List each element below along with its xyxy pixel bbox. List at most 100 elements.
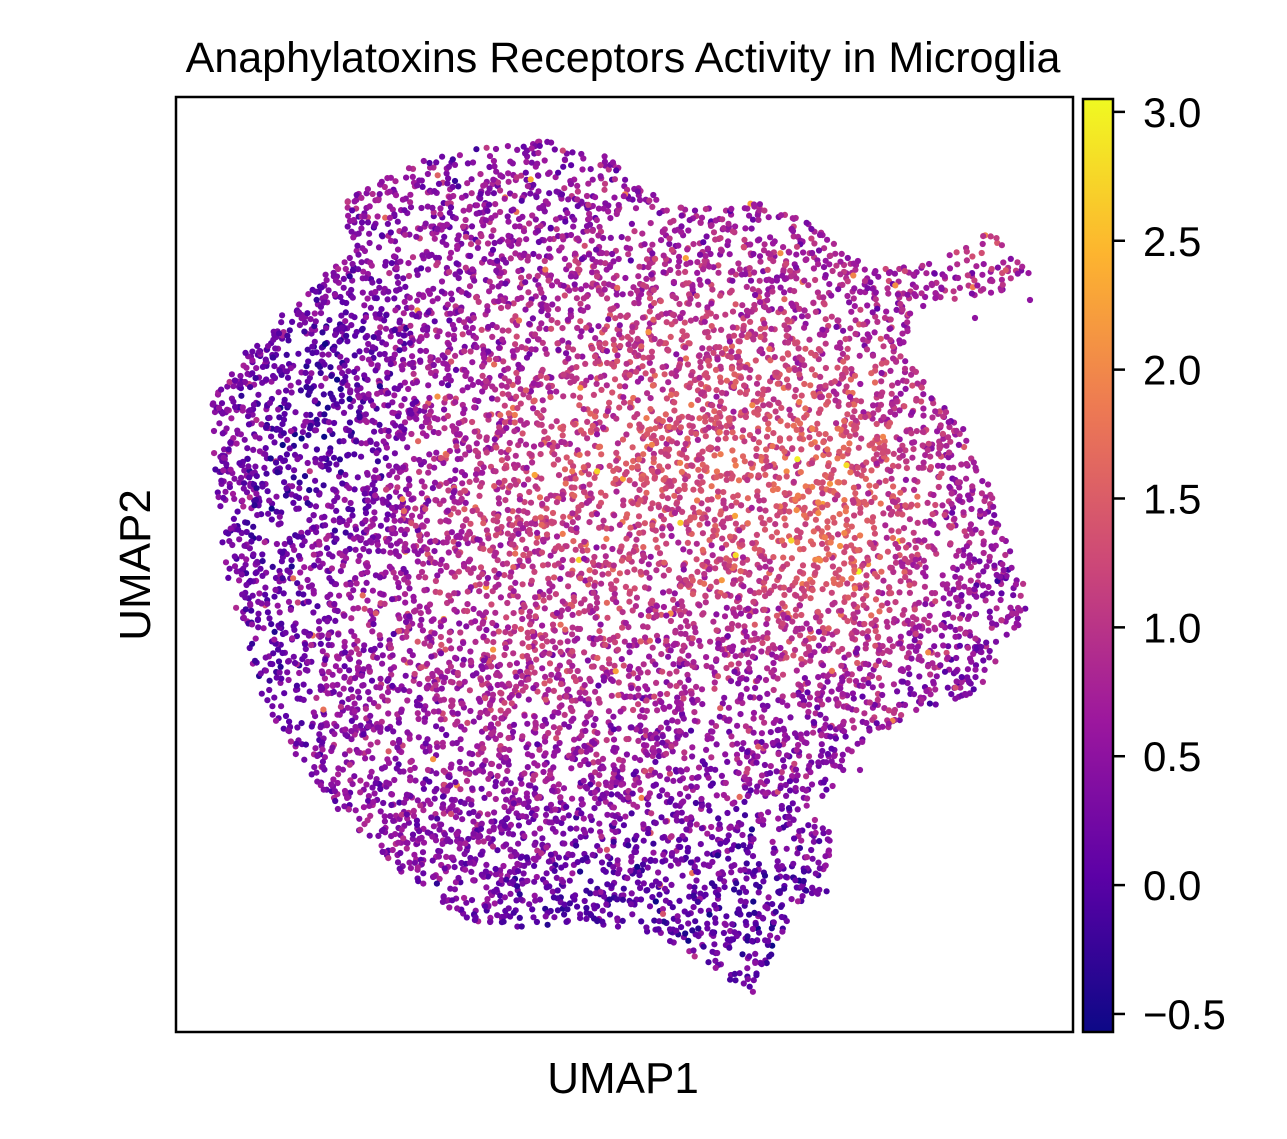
scatter-point — [729, 447, 736, 454]
scatter-point — [820, 725, 828, 732]
scatter-point — [571, 736, 578, 743]
scatter-point — [852, 317, 859, 324]
scatter-point — [271, 593, 278, 600]
scatter-point — [824, 518, 831, 525]
scatter-point — [631, 481, 638, 488]
scatter-point — [980, 261, 987, 268]
scatter-point — [876, 608, 883, 615]
scatter-point — [757, 811, 765, 819]
scatter-point — [548, 317, 555, 324]
scatter-point — [315, 618, 323, 625]
scatter-point — [756, 253, 764, 260]
scatter-point — [271, 363, 278, 370]
scatter-point — [492, 795, 499, 803]
scatter-point — [651, 255, 659, 262]
scatter-point — [844, 254, 851, 262]
scatter-point — [575, 610, 583, 617]
scatter-point — [756, 277, 763, 284]
scatter-point — [652, 878, 660, 885]
scatter-point — [837, 258, 844, 265]
scatter-point — [822, 364, 830, 372]
scatter-point — [225, 574, 232, 582]
scatter-point — [764, 297, 771, 304]
scatter-point — [652, 898, 659, 905]
scatter-point — [652, 700, 659, 707]
scatter-point — [511, 623, 518, 631]
scatter-point — [464, 719, 471, 727]
scatter-point — [640, 880, 647, 887]
scatter-point — [888, 475, 895, 482]
scatter-point — [476, 492, 483, 499]
scatter-point — [669, 717, 676, 724]
scatter-point — [563, 350, 570, 357]
scatter-point — [371, 428, 378, 435]
scatter-point — [613, 457, 620, 464]
scatter-point — [494, 557, 501, 564]
scatter-point — [786, 435, 793, 442]
scatter-point — [652, 527, 659, 534]
scatter-point — [870, 524, 878, 532]
scatter-point — [556, 694, 563, 701]
scatter-point — [622, 583, 630, 591]
scatter-point — [971, 277, 978, 284]
scatter-point — [434, 333, 441, 340]
scatter-point — [486, 163, 493, 171]
scatter-point — [925, 440, 932, 447]
scatter-point — [406, 859, 413, 866]
scatter-point — [267, 660, 274, 668]
scatter-point — [883, 534, 890, 541]
scatter-point — [528, 159, 535, 166]
scatter-point — [908, 371, 915, 378]
scatter-point — [676, 897, 683, 905]
scatter-point — [428, 814, 435, 821]
scatter-point — [780, 757, 787, 764]
scatter-point — [616, 383, 624, 390]
scatter-point — [770, 481, 777, 488]
scatter-point — [491, 436, 498, 443]
scatter-point — [623, 460, 630, 467]
scatter-point — [963, 475, 970, 482]
scatter-point — [592, 335, 599, 342]
scatter-point — [694, 696, 701, 704]
scatter-point — [471, 428, 478, 435]
scatter-point — [525, 476, 532, 483]
scatter-point — [906, 630, 913, 637]
scatter-point — [858, 435, 865, 442]
scatter-point — [810, 265, 818, 272]
scatter-point — [946, 252, 953, 259]
scatter-point — [281, 540, 288, 548]
scatter-point — [243, 364, 250, 371]
scatter-point — [713, 387, 720, 394]
scatter-point — [696, 415, 703, 422]
scatter-point — [224, 383, 231, 390]
scatter-point — [468, 868, 475, 876]
scatter-point — [255, 624, 262, 631]
scatter-point — [540, 768, 547, 776]
scatter-point — [413, 817, 420, 824]
scatter-point — [711, 685, 718, 692]
scatter-point — [468, 176, 475, 183]
scatter-point — [317, 369, 324, 377]
scatter-point — [904, 291, 911, 298]
scatter-point — [726, 338, 734, 345]
scatter-point — [226, 538, 233, 545]
scatter-point — [628, 890, 635, 897]
scatter-point — [829, 601, 836, 608]
scatter-point — [478, 785, 485, 792]
scatter-point — [406, 476, 413, 484]
scatter-point — [333, 507, 340, 514]
scatter-point — [637, 722, 644, 729]
scatter-point — [711, 679, 718, 686]
scatter-point — [459, 661, 466, 668]
scatter-point — [783, 468, 790, 475]
scatter-point — [504, 599, 511, 607]
scatter-point — [890, 681, 898, 688]
scatter-point — [697, 364, 704, 371]
scatter-point — [543, 638, 551, 645]
scatter-point — [468, 223, 476, 230]
scatter-point — [581, 649, 588, 656]
scatter-point — [645, 561, 652, 568]
scatter-point — [550, 461, 557, 468]
scatter-point — [254, 558, 261, 566]
